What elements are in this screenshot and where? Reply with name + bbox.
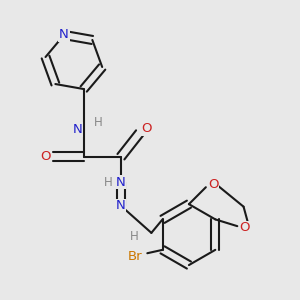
Text: N: N [59, 28, 69, 41]
Text: O: O [239, 221, 250, 234]
Text: Br: Br [128, 250, 143, 263]
Text: O: O [208, 178, 218, 191]
Text: H: H [94, 116, 102, 129]
Text: O: O [142, 122, 152, 136]
Text: O: O [40, 150, 51, 163]
Text: N: N [116, 199, 126, 212]
Text: H: H [104, 176, 112, 189]
Text: N: N [73, 123, 82, 136]
Text: H: H [130, 230, 139, 243]
Text: N: N [116, 176, 126, 189]
